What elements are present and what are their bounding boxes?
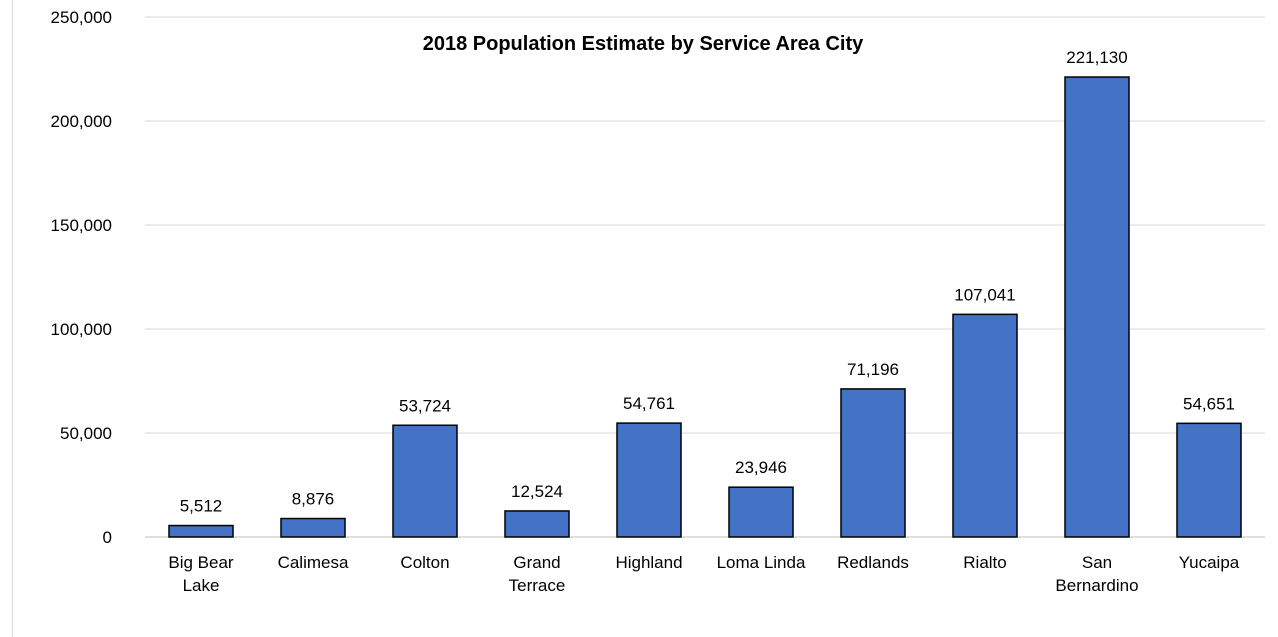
y-tick-label: 100,000 xyxy=(51,320,112,339)
data-label: 12,524 xyxy=(511,482,563,501)
data-label: 53,724 xyxy=(399,396,451,415)
data-labels: 5,512 8,876 53,724 12,524 54,761 23,946 71,196… xyxy=(180,48,1235,515)
x-axis: Big Bear Lake Calimesa Colton Grand Terrace Hi… xyxy=(168,553,1239,595)
bar xyxy=(616,422,682,538)
bar xyxy=(168,524,234,538)
data-label: 23,946 xyxy=(735,458,787,477)
x-tick-label: San Bernardino xyxy=(1055,553,1138,595)
y-tick-label: 150,000 xyxy=(51,216,112,235)
chart-frame-border xyxy=(12,0,13,637)
bar xyxy=(728,486,794,538)
bar xyxy=(392,424,458,538)
data-label: 54,761 xyxy=(623,394,675,413)
bar xyxy=(1176,422,1242,538)
y-tick-label: 50,000 xyxy=(60,424,112,443)
x-tick-label: Big Bear Lake xyxy=(168,553,234,595)
x-tick-label: Highland xyxy=(615,553,682,572)
bars xyxy=(168,76,1242,538)
x-tick-label: Rialto xyxy=(963,553,1006,572)
y-axis: 0 50,000 100,000 150,000 200,000 250,000 xyxy=(51,8,112,547)
bar xyxy=(280,517,346,538)
data-label: 5,512 xyxy=(180,497,223,516)
x-tick-label: Colton xyxy=(400,553,449,572)
y-tick-label: 250,000 xyxy=(51,8,112,27)
y-tick-label: 200,000 xyxy=(51,112,112,131)
data-label: 107,041 xyxy=(954,285,1015,304)
data-label: 8,876 xyxy=(292,490,335,509)
x-tick-label: Redlands xyxy=(837,553,909,572)
bar xyxy=(504,510,570,538)
bar xyxy=(952,313,1018,538)
bar xyxy=(1064,76,1130,538)
data-label: 221,130 xyxy=(1066,48,1127,67)
x-tick-label: Grand Terrace xyxy=(509,553,566,595)
chart-title: 2018 Population Estimate by Service Area… xyxy=(423,33,864,55)
bar xyxy=(840,388,906,538)
x-tick-label: Yucaipa xyxy=(1179,553,1240,572)
x-tick-label: Loma Linda xyxy=(717,553,806,572)
data-label: 54,651 xyxy=(1183,394,1235,413)
data-label: 71,196 xyxy=(847,360,899,379)
y-tick-label: 0 xyxy=(103,528,112,547)
x-tick-label: Calimesa xyxy=(278,553,349,572)
